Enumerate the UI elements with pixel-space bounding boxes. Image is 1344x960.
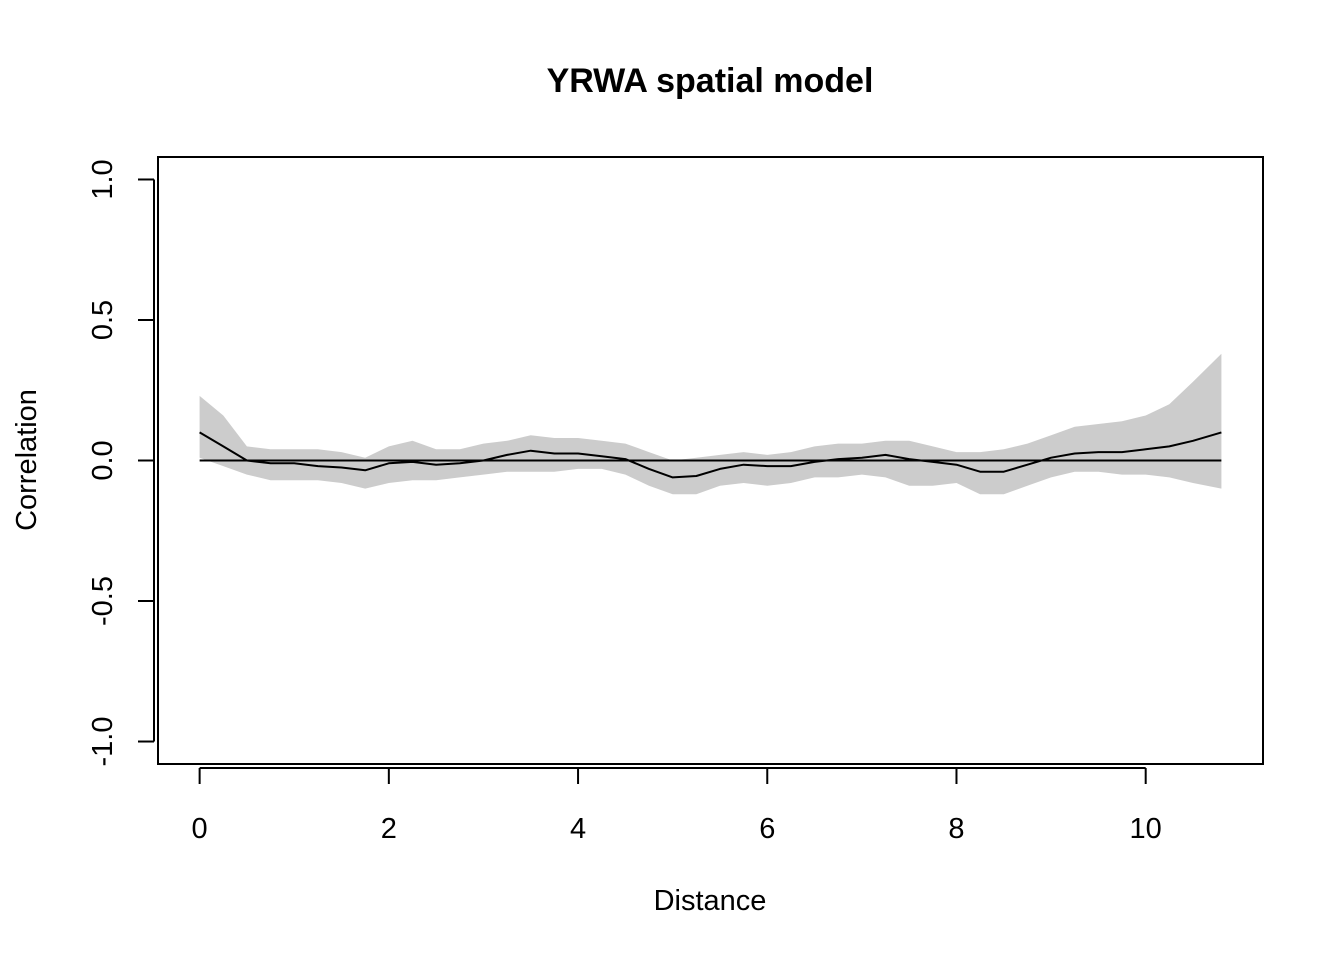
x-tick-label: 0 xyxy=(192,813,208,845)
y-tick-label: 0.0 xyxy=(87,440,119,480)
y-tick-label: 0.5 xyxy=(87,300,119,340)
y-tick-label: -1.0 xyxy=(87,717,119,767)
plot-frame xyxy=(157,156,1264,765)
x-tick-label: 10 xyxy=(1130,813,1162,845)
y-axis: -1.0 -0.5 0.0 0.5 1.0 xyxy=(87,159,155,767)
x-tick-label: 4 xyxy=(570,813,586,845)
correlation-line xyxy=(199,431,1222,479)
y-axis-label: Correlation xyxy=(11,389,43,531)
x-tick-label: 6 xyxy=(759,813,775,845)
y-tick-label: -0.5 xyxy=(87,576,119,626)
x-axis-label: Distance xyxy=(654,885,767,917)
x-tick-label: 8 xyxy=(948,813,964,845)
confidence-band xyxy=(199,353,1222,495)
y-tick-label: 1.0 xyxy=(87,159,119,199)
x-tick-label: 2 xyxy=(381,813,397,845)
x-axis: 0 2 4 6 8 10 xyxy=(192,767,1162,845)
chart-title: YRWA spatial model xyxy=(547,62,874,100)
plot-area xyxy=(199,353,1222,495)
